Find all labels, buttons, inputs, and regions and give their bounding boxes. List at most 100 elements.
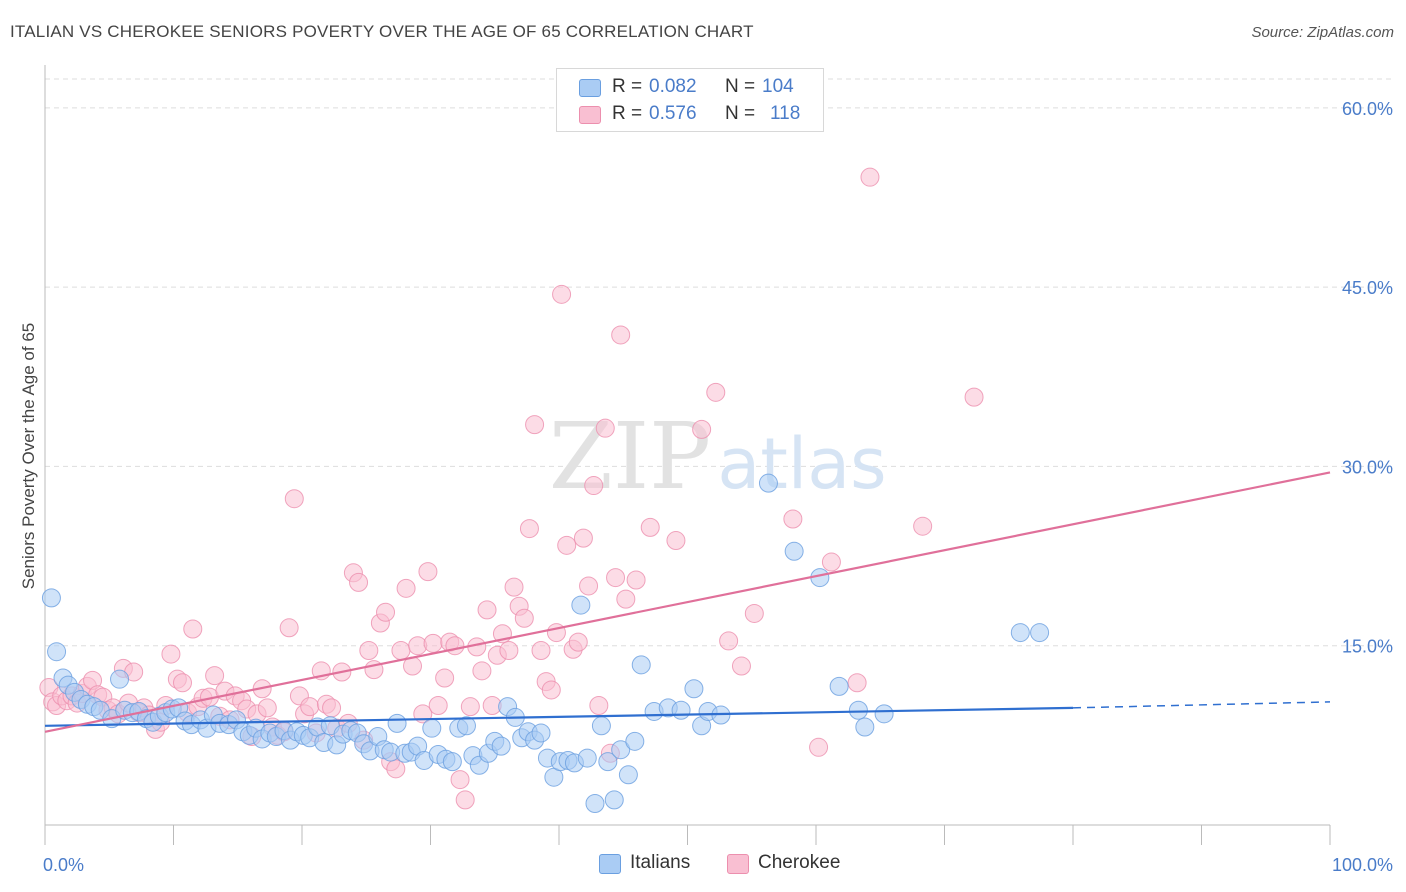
cherokee-swatch <box>579 106 601 124</box>
cherokee-point <box>606 568 626 588</box>
cherokee-point <box>626 570 646 590</box>
cherokee-point <box>284 489 304 509</box>
italians-point <box>577 748 597 768</box>
cherokee-point <box>519 519 539 539</box>
cherokee-point <box>435 668 455 688</box>
cherokee-point <box>386 759 406 779</box>
cherokee-point <box>964 387 984 407</box>
italians-point <box>784 541 804 561</box>
cherokee-point <box>300 697 320 717</box>
cherokee-point <box>568 632 588 652</box>
cherokee-point <box>423 633 443 653</box>
cherokee-point <box>531 640 551 660</box>
italians-point <box>422 718 442 738</box>
italians-point <box>855 717 875 737</box>
cherokee-point <box>514 608 534 628</box>
legend-row-italians: R = 0.082 N = 104 <box>557 74 823 100</box>
watermark-atlas: atlas <box>717 423 886 505</box>
italians-point <box>585 793 605 813</box>
cherokee-point <box>428 695 448 715</box>
y-axis-label: Seniors Poverty Over the Age of 65 <box>19 322 38 590</box>
italians-point <box>671 700 691 720</box>
watermark-zip: ZIP <box>549 403 711 510</box>
italians-swatch <box>579 79 601 97</box>
italians-point <box>531 723 551 743</box>
gridlines <box>45 78 1395 647</box>
watermark: ZIP atlas <box>549 403 887 510</box>
cherokee-point <box>541 680 561 700</box>
italians-point <box>442 752 462 772</box>
cherokee-trend-line <box>44 471 1331 733</box>
cherokee-point <box>860 167 880 187</box>
cherokee-point <box>472 661 492 681</box>
chart-title: ITALIAN VS CHEROKEE SENIORS POVERTY OVER… <box>10 22 754 41</box>
italians-point <box>1010 623 1030 643</box>
cherokee-point <box>376 602 396 622</box>
cherokee-point <box>584 476 604 496</box>
cherokee-point <box>557 535 577 555</box>
cherokee-point <box>847 673 867 693</box>
cherokee-point <box>595 418 615 438</box>
cherokee-point <box>573 528 593 548</box>
r-value: 0.082 <box>649 76 697 97</box>
cherokee-point <box>391 640 411 660</box>
cherokee-point <box>579 576 599 596</box>
correlation-legend: R = 0.082 N = 104 R = 0.576 N = 118 <box>556 68 824 132</box>
data-points <box>39 167 1050 813</box>
cherokee-point <box>611 325 631 345</box>
italians-trend-extension <box>1072 701 1331 709</box>
cherokee-point <box>460 697 480 717</box>
cherokee-point <box>616 589 636 609</box>
italians-point <box>491 736 511 756</box>
italians-point <box>47 642 67 662</box>
cherokee-point <box>257 698 277 718</box>
cherokee-point <box>455 790 475 810</box>
tick-labels: 15.0% 30.0% 45.0% 60.0% 0.0% 100.0% <box>43 99 1393 875</box>
italians-point <box>611 740 631 760</box>
italians-legend-label: Italians <box>630 852 691 873</box>
italians-point <box>591 716 611 736</box>
r-value: 0.576 <box>649 103 697 124</box>
x-tick-label: 0.0% <box>43 855 84 875</box>
cherokee-point <box>322 698 342 718</box>
italians-point <box>571 595 591 615</box>
legend-row-cherokee: R = 0.576 N = 118 <box>557 101 823 127</box>
x-tick-label: 100.0% <box>1332 855 1393 875</box>
y-tick-label: 45.0% <box>1342 278 1393 298</box>
italians-point <box>456 716 476 736</box>
source-label: Source: ZipAtlas.com <box>1251 24 1394 41</box>
cherokee-point <box>359 640 379 660</box>
cherokee-point <box>183 619 203 639</box>
cherokee-legend-label: Cherokee <box>758 852 841 873</box>
n-label: N = <box>725 103 756 124</box>
cherokee-point <box>205 666 225 686</box>
cherokee-point <box>445 636 465 656</box>
y-tick-label: 30.0% <box>1342 457 1393 477</box>
italians-point <box>758 473 778 493</box>
cherokee-point <box>172 673 192 693</box>
cherokee-point <box>418 562 438 582</box>
n-value: 104 <box>762 76 794 97</box>
cherokee-point <box>525 415 545 435</box>
y-tick-label: 15.0% <box>1342 637 1393 657</box>
italians-point <box>874 704 894 724</box>
cherokee-point <box>477 600 497 620</box>
cherokee-point <box>731 656 751 676</box>
italians-point <box>618 765 638 785</box>
series-legend: Italians Cherokee <box>0 851 1406 877</box>
italians-point <box>631 655 651 675</box>
r-label: R = <box>612 103 643 124</box>
r-label: R = <box>612 76 643 97</box>
italians-point <box>110 669 130 689</box>
italians-point <box>1030 623 1050 643</box>
cherokee-point <box>744 603 764 623</box>
italians-point <box>829 676 849 696</box>
y-tick-label: 60.0% <box>1342 99 1393 119</box>
cherokee-point <box>913 516 933 536</box>
italians-point <box>848 700 868 720</box>
cherokee-point <box>809 737 829 757</box>
italians-point <box>387 713 407 733</box>
cherokee-point <box>396 578 416 598</box>
cherokee-point <box>504 577 524 597</box>
